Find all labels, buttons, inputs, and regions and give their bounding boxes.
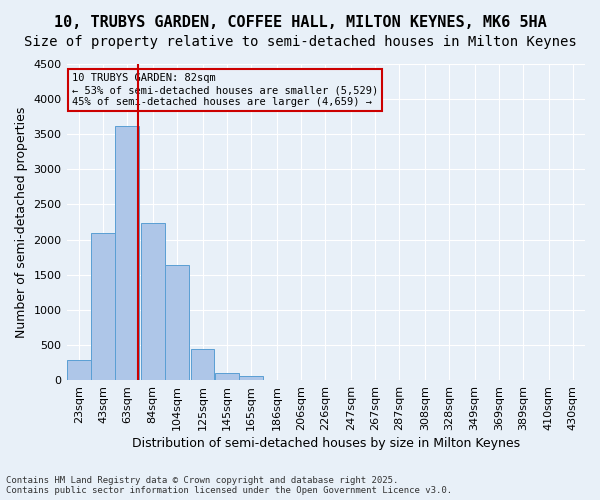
Text: 10 TRUBYS GARDEN: 82sqm
← 53% of semi-detached houses are smaller (5,529)
45% of: 10 TRUBYS GARDEN: 82sqm ← 53% of semi-de… bbox=[72, 74, 378, 106]
Y-axis label: Number of semi-detached properties: Number of semi-detached properties bbox=[15, 106, 28, 338]
Bar bbox=[165, 265, 189, 380]
Bar bbox=[191, 349, 214, 380]
Bar bbox=[91, 232, 115, 380]
Bar bbox=[67, 360, 91, 380]
X-axis label: Distribution of semi-detached houses by size in Milton Keynes: Distribution of semi-detached houses by … bbox=[132, 437, 520, 450]
Bar bbox=[115, 126, 139, 380]
Bar bbox=[215, 374, 239, 380]
Text: Size of property relative to semi-detached houses in Milton Keynes: Size of property relative to semi-detach… bbox=[23, 35, 577, 49]
Text: Contains HM Land Registry data © Crown copyright and database right 2025.
Contai: Contains HM Land Registry data © Crown c… bbox=[6, 476, 452, 495]
Bar bbox=[141, 224, 164, 380]
Bar bbox=[239, 376, 263, 380]
Text: 10, TRUBYS GARDEN, COFFEE HALL, MILTON KEYNES, MK6 5HA: 10, TRUBYS GARDEN, COFFEE HALL, MILTON K… bbox=[53, 15, 547, 30]
